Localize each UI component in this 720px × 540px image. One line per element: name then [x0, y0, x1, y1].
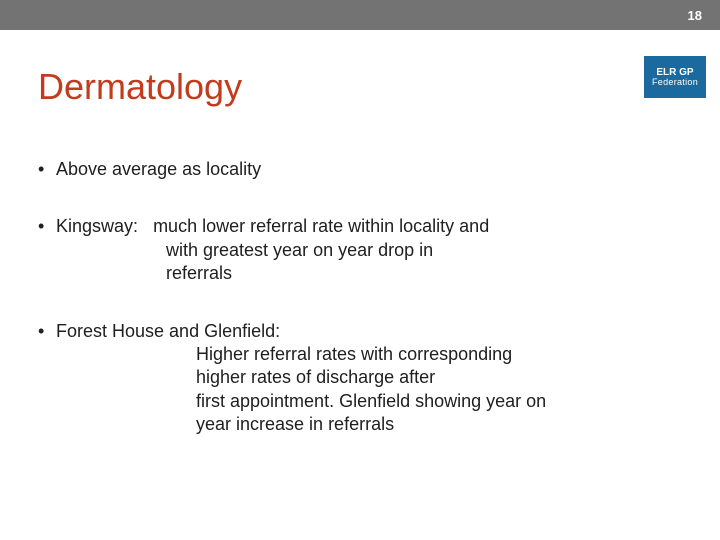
bullet-1-text: Above average as locality	[56, 158, 682, 181]
bullet-2-lead: Kingsway:	[56, 216, 138, 236]
bullet-2-line1: much lower referral rate within locality…	[153, 216, 489, 236]
bullet-mark-icon: •	[38, 215, 56, 285]
bullet-3-line2: higher rates of discharge after	[196, 366, 682, 389]
bullet-3-line3: first appointment. Glenfield showing yea…	[196, 390, 682, 413]
bullet-3-body: Forest House and Glenfield: Higher refer…	[56, 320, 682, 437]
bullet-mark-icon: •	[38, 158, 56, 181]
logo-line-1: ELR GP	[656, 67, 693, 78]
bullet-2-line2: with greatest year on year drop in	[166, 239, 682, 262]
bullet-3-line1: Higher referral rates with corresponding	[196, 343, 682, 366]
bullet-3-lead: Forest House and Glenfield:	[56, 321, 280, 341]
bullet-2-body: Kingsway: much lower referral rate withi…	[56, 215, 682, 285]
bullet-mark-icon: •	[38, 320, 56, 437]
bullet-2: • Kingsway: much lower referral rate wit…	[38, 215, 682, 285]
bullet-3: • Forest House and Glenfield: Higher ref…	[38, 320, 682, 437]
top-bar: 18	[0, 0, 720, 30]
slide-title: Dermatology	[38, 66, 242, 108]
bullet-2-line3: referrals	[166, 262, 682, 285]
federation-logo: ELR GP Federation	[644, 56, 706, 98]
bullet-1: • Above average as locality	[38, 158, 682, 181]
bullet-3-line4: year increase in referrals	[196, 413, 682, 436]
slide-content: • Above average as locality • Kingsway: …	[38, 158, 682, 471]
page-number: 18	[688, 8, 702, 23]
logo-line-2: Federation	[652, 78, 698, 88]
